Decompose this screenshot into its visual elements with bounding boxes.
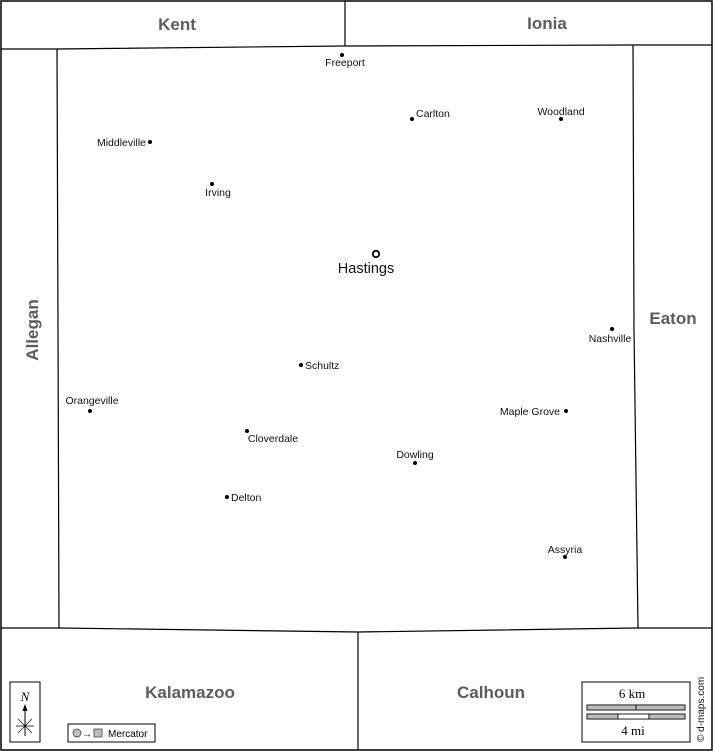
projection-label: Mercator [108, 729, 148, 740]
orangeville-label: Orangeville [65, 395, 118, 407]
scale-km-label: 6 km [619, 686, 645, 701]
assyria-label: Assyria [548, 544, 583, 556]
woodland-dot [559, 117, 563, 121]
delton-label: Delton [231, 492, 262, 504]
county-label-kent: Kent [158, 15, 196, 34]
maple-grove-dot [564, 409, 568, 413]
freeport-dot [340, 53, 344, 57]
maple-grove-label: Maple Grove [500, 406, 560, 418]
north-label: N [20, 689, 31, 704]
hastings-label: Hastings [338, 261, 394, 277]
assyria-dot [563, 555, 567, 559]
nashville-label: Nashville [589, 333, 632, 345]
schultz-dot [299, 363, 303, 367]
schultz-label: Schultz [305, 360, 339, 372]
dowling-dot [413, 461, 417, 465]
cloverdale-label: Cloverdale [248, 433, 298, 445]
orangeville-dot [88, 409, 92, 413]
irving-label: Irving [205, 187, 231, 199]
county-label-calhoun: Calhoun [457, 683, 525, 702]
middleville-label: Middleville [97, 137, 146, 149]
nashville-dot [610, 327, 614, 331]
freeport-label: Freeport [325, 57, 365, 69]
hastings-seat-marker [371, 249, 381, 259]
scale-mi-label: 4 mi [621, 723, 645, 738]
middleville-dot [148, 140, 152, 144]
carlton-label: Carlton [416, 108, 450, 120]
cloverdale-dot [245, 429, 249, 433]
county-label-eaton: Eaton [649, 309, 696, 328]
flat-map-icon [93, 728, 103, 738]
irving-dot [210, 182, 214, 186]
credit-label: © d-maps.com [696, 677, 707, 742]
delton-dot [225, 495, 229, 499]
scale-bar: 6 km 4 mi [581, 681, 691, 743]
globe-icon [72, 728, 82, 738]
north-arrow: N [9, 681, 41, 743]
dowling-label: Dowling [396, 449, 434, 461]
woodland-label: Woodland [537, 106, 584, 118]
arrow-icon: → [82, 729, 92, 740]
county-label-allegan: Allegan [23, 299, 42, 360]
projection-box: → Mercator [67, 723, 156, 743]
town-dots [88, 53, 614, 559]
county-label-ionia: Ionia [527, 14, 567, 33]
carlton-dot [410, 117, 414, 121]
county-label-kalamazoo: Kalamazoo [145, 683, 235, 702]
